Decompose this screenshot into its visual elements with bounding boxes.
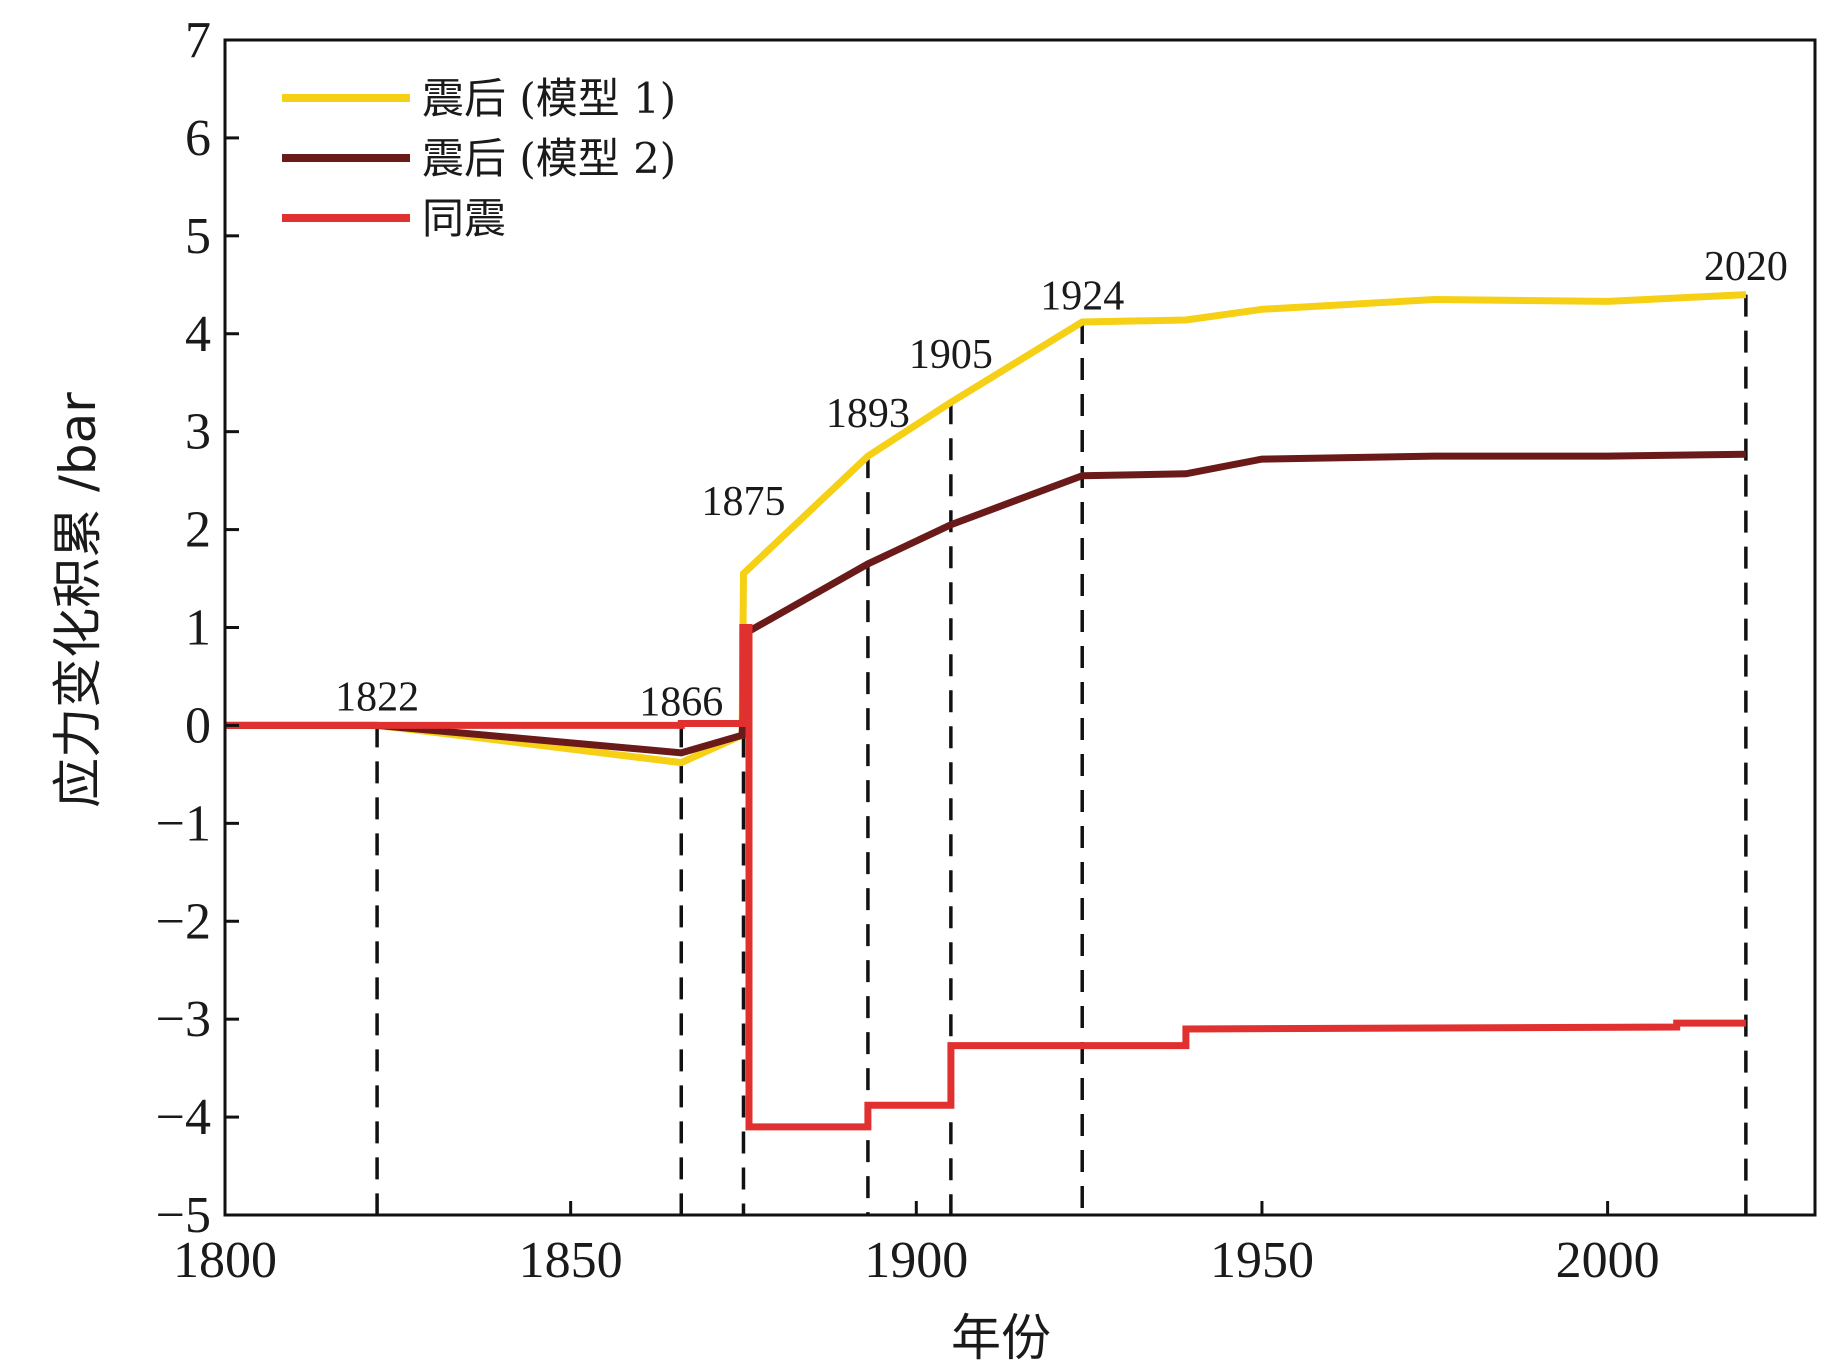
plot-area xyxy=(225,40,1815,1215)
y-tick-label-7: 7 xyxy=(185,12,211,69)
y-tick-label-2: 2 xyxy=(185,502,211,559)
y-tick-label-4: 4 xyxy=(185,306,211,363)
y-tick-label--1: −1 xyxy=(156,795,211,852)
data-series xyxy=(225,291,1747,1131)
event-label-1924: 1924 xyxy=(1040,273,1124,319)
series-line-2 xyxy=(225,450,1746,757)
legend-label-3: 同震 xyxy=(422,194,506,243)
x-tick-label-1900: 1900 xyxy=(864,1232,968,1289)
event-label-2020: 2020 xyxy=(1704,244,1788,290)
y-tick-label-1: 1 xyxy=(185,600,211,657)
legend: 震后 (模型 1) 震后 (模型 2) 同震 xyxy=(282,74,676,243)
y-tick-label-3: 3 xyxy=(185,404,211,461)
legend-label-1: 震后 (模型 1) xyxy=(422,74,676,123)
x-tick-label-1950: 1950 xyxy=(1210,1232,1314,1289)
event-label-1822: 1822 xyxy=(335,675,419,721)
event-label-1866: 1866 xyxy=(639,680,723,726)
x-tick-label-2000: 2000 xyxy=(1556,1232,1660,1289)
x-axis-title: 年份 xyxy=(951,1309,1051,1365)
event-marker-lines: 1822 1866 1875 1893 1905 1924 2020 xyxy=(335,244,1788,1215)
y-tick-label--2: −2 xyxy=(156,893,211,950)
y-tick-label--3: −3 xyxy=(156,991,211,1048)
axes: 1800 1850 1900 1950 2000 −5 −4 −3 −2 −1 0 1 2 3 4 5 6 7 xyxy=(156,12,1817,1289)
plot-background xyxy=(225,40,1815,1215)
x-tick-label-1850: 1850 xyxy=(519,1232,623,1289)
y-tick-label-0: 0 xyxy=(185,697,211,754)
y-tick-label-6: 6 xyxy=(185,110,211,167)
event-label-1893: 1893 xyxy=(826,391,910,437)
y-tick-label-5: 5 xyxy=(185,208,211,265)
event-label-1905: 1905 xyxy=(909,332,993,378)
series-line-1 xyxy=(225,291,1747,767)
y-tick-label--4: −4 xyxy=(156,1089,211,1146)
y-tick-label--5: −5 xyxy=(156,1187,211,1244)
series-line-3 xyxy=(225,624,1746,1131)
x-tick-label-1800: 1800 xyxy=(173,1232,277,1289)
legend-label-2: 震后 (模型 2) xyxy=(422,134,676,183)
y-axis-title: 应力变化积累 /bar xyxy=(49,392,107,808)
event-label-1875: 1875 xyxy=(701,479,785,525)
